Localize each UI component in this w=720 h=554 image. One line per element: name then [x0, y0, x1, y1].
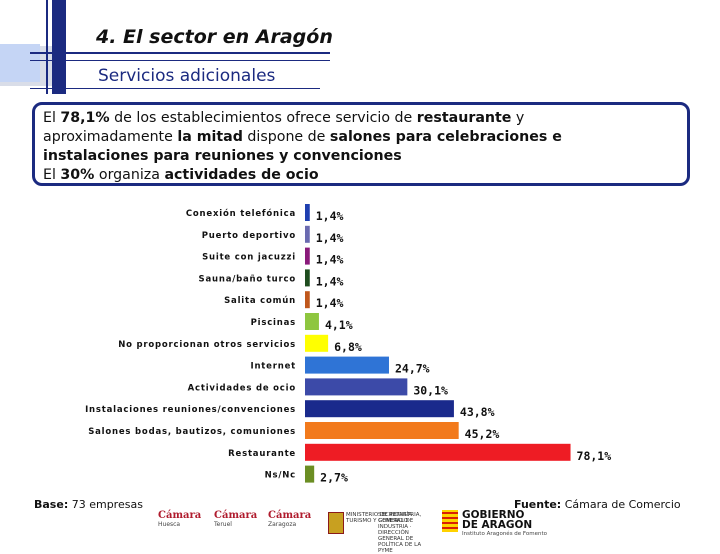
header-decoration-vertical-line: [46, 0, 48, 94]
value-label: 43,8%: [460, 405, 495, 419]
summary-segment: 78,1%: [60, 110, 110, 126]
bar: [305, 422, 459, 439]
bar: [305, 225, 310, 243]
category-label: Suite con jacuzzi: [202, 253, 296, 263]
bar: [305, 334, 329, 352]
base-label: Base:: [34, 498, 69, 511]
header-decoration-light-block: [0, 44, 40, 82]
summary-line-1: El 78,1% de los establecimientos ofrece …: [43, 109, 687, 128]
gobierno-subtitle: Instituto Aragonés de Fomento: [462, 531, 548, 537]
aragon-flag-icon: [442, 510, 458, 532]
bar: [305, 313, 319, 330]
value-label: 1,4%: [316, 209, 344, 223]
source-label: Fuente:: [514, 498, 562, 511]
camara-huesca-logo: Cámara Huesca: [158, 510, 201, 528]
value-label: 1,4%: [316, 253, 344, 267]
source-note: Fuente: Cámara de Comercio: [514, 498, 681, 511]
summary-segment: restaurante: [416, 110, 512, 126]
value-label: 1,4%: [316, 231, 344, 245]
category-label: Sauna/baño turco: [199, 274, 296, 284]
summary-line-2: aproximadamente la mitad dispone de salo…: [43, 128, 687, 147]
value-label: 1,4%: [316, 274, 344, 288]
value-label: 45,2%: [465, 427, 500, 441]
value-label: 24,7%: [395, 362, 430, 376]
base-value: 73 empresas: [68, 498, 143, 511]
category-label: Restaurante: [228, 449, 296, 459]
camara-zaragoza-city: Zaragoza: [268, 521, 297, 528]
value-label: 6,8%: [334, 340, 362, 354]
summary-segment: salones para celebraciones e: [329, 129, 562, 145]
page-subtitle: Servicios adicionales: [98, 66, 276, 86]
summary-segment: 30%: [60, 167, 95, 183]
header-decoration-bottom-line: [30, 88, 320, 89]
header-decoration-mid-line: [30, 60, 330, 61]
summary-segment: dispone de: [242, 129, 330, 145]
category-label: Salones bodas, bautizos, comuniones: [88, 427, 296, 437]
header-decoration-top-line: [30, 52, 330, 54]
ministerio-text: MINISTERIO DE INDUSTRIA, TURISMO Y COMER…: [346, 512, 422, 524]
summary-segment: aproximadamente: [43, 129, 178, 145]
summary-segment: instalaciones para reuniones y convencio…: [43, 148, 402, 164]
page-title: 4. El sector en Aragón: [96, 26, 333, 48]
source-value: Cámara de Comercio: [561, 498, 681, 511]
category-label: Puerto deportivo: [202, 231, 296, 241]
camara-teruel-city: Teruel: [214, 521, 232, 528]
summary-segment: El: [43, 167, 61, 183]
category-label: Instalaciones reuniones/convenciones: [85, 405, 296, 415]
bar: [305, 400, 454, 418]
value-label: 1,4%: [316, 296, 344, 310]
camara-zaragoza-logo: Cámara Zaragoza: [268, 510, 311, 528]
ministerio-shield-icon: [328, 512, 344, 534]
gobierno-line-2: DE ARAGON: [462, 519, 533, 531]
bar: [305, 204, 310, 221]
summary-line-3: instalaciones para reuniones y convencio…: [43, 147, 687, 166]
camara-huesca-name: Cámara: [158, 510, 202, 521]
category-label: Ns/Nc: [265, 471, 296, 481]
summary-line-4: El 30% organiza actividades de ocio: [43, 166, 687, 185]
bar: [305, 443, 571, 461]
value-label: 2,7%: [320, 471, 348, 485]
category-label: Internet: [250, 362, 296, 372]
category-label: No proporcionan otros servicios: [118, 340, 296, 350]
summary-segment: actividades de ocio: [164, 167, 319, 183]
header-decoration-navy-block: [52, 0, 66, 94]
secretaria-text: SECRETARÍA GENERAL DE INDUSTRIA · DIRECC…: [378, 512, 422, 554]
camara-huesca-city: Huesca: [158, 521, 181, 528]
base-note: Base: 73 empresas: [34, 498, 143, 511]
bar: [305, 291, 310, 309]
camara-zaragoza-name: Cámara: [268, 510, 312, 521]
camara-teruel-logo: Cámara Teruel: [214, 510, 257, 528]
bar: [305, 378, 408, 396]
bar: [305, 356, 389, 374]
bar: [305, 269, 310, 287]
value-label: 78,1%: [577, 449, 612, 463]
category-label: Conexión telefónica: [186, 208, 296, 219]
summary-segment: de los establecimientos ofrece servicio …: [109, 110, 417, 126]
summary-segment: y: [511, 110, 525, 126]
value-label: 30,1%: [413, 383, 448, 397]
category-label: Piscinas: [251, 318, 296, 328]
gobierno-aragon-logo: GOBIERNO DE ARAGON Instituto Aragonés de…: [462, 510, 547, 538]
bar: [305, 465, 315, 483]
category-label: Actividades de ocio: [188, 383, 296, 393]
gobierno-line-1: GOBIERNO: [462, 509, 525, 521]
summary-segment: El: [43, 110, 61, 126]
summary-segment: organiza: [94, 167, 165, 183]
category-label: Salita común: [224, 296, 296, 306]
value-label: 4,1%: [325, 318, 353, 332]
summary-box: El 78,1% de los establecimientos ofrece …: [32, 102, 690, 186]
camara-teruel-name: Cámara: [214, 510, 258, 521]
bar: [305, 247, 310, 265]
summary-segment: la mitad: [177, 129, 243, 145]
services-bar-chart: Conexión telefónica 1,4% Puerto deportivo 1…: [85, 204, 612, 485]
